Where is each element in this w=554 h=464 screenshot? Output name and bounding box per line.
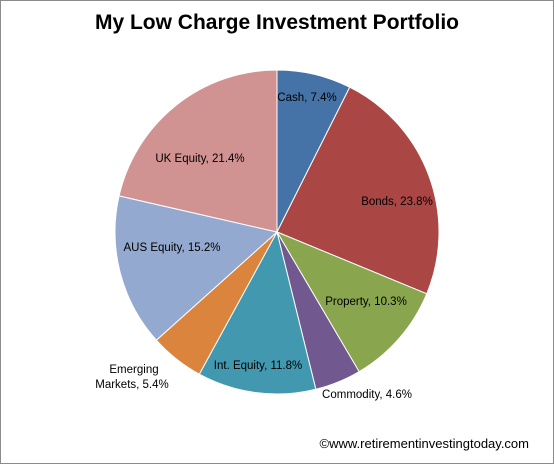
data-label-cash: Cash, 7.4% [277, 92, 336, 104]
pie-slice-int-equity [198, 230, 317, 395]
copyright-footer: ©www.retirementinvestingtoday.com [319, 436, 529, 451]
chart-title: My Low Charge Investment Portfolio [94, 11, 460, 34]
data-label-aus-equity: AUS Equity, 15.2% [124, 242, 221, 254]
pie-slice-uk-equity [118, 69, 278, 233]
data-label-property: Property, 10.3% [325, 296, 407, 308]
data-label-int-equity: Int. Equity, 11.8% [214, 360, 302, 372]
pie-slice-bonds [276, 86, 440, 295]
data-label-uk-equity: UK Equity, 21.4% [155, 153, 244, 165]
data-label-emerging-markets: Emerging Markets, 5.4% [95, 364, 169, 391]
data-label-commodity: Commodity, 4.6% [322, 389, 412, 401]
data-label-bonds: Bonds, 23.8% [361, 196, 433, 208]
pie-slice-aus-equity [114, 195, 279, 341]
pie-slice-property [275, 230, 428, 373]
